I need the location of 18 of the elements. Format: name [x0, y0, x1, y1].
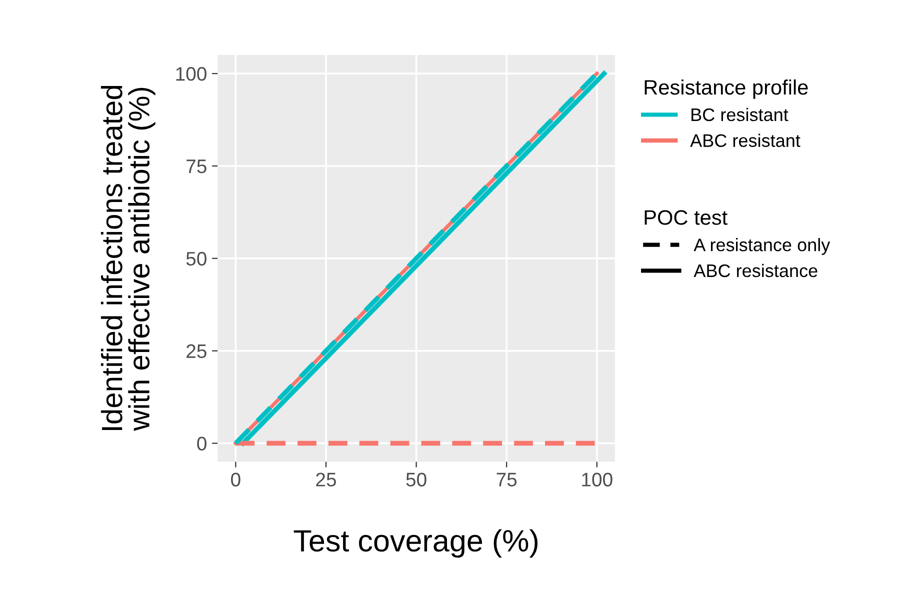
x-tick-label: 50	[406, 472, 426, 486]
y-tick-label: 25	[186, 344, 206, 358]
legend-label: BC resistant	[692, 108, 788, 122]
legend-label: ABC resistant	[690, 134, 800, 148]
x-tick-label: 100	[582, 472, 612, 486]
x-tick-label: 0	[231, 472, 240, 486]
y-tick-label: 75	[186, 160, 206, 174]
text: POC test	[644, 210, 728, 225]
y-axis-title: Identified infections treated with effective antibiotic (%)	[100, 86, 156, 431]
y-tick-label: 50	[186, 252, 206, 266]
y-tick-label: 0	[197, 436, 206, 451]
text: Resistance profile	[644, 79, 808, 99]
x-axis-title: Test coverage (%)	[294, 529, 538, 558]
text: ABC resistance	[694, 264, 818, 278]
x-tick-label: 25	[316, 472, 336, 486]
y-tick-label: 100	[176, 67, 206, 81]
text: A resistance only	[694, 238, 830, 255]
x-tick-label: 75	[496, 472, 517, 486]
